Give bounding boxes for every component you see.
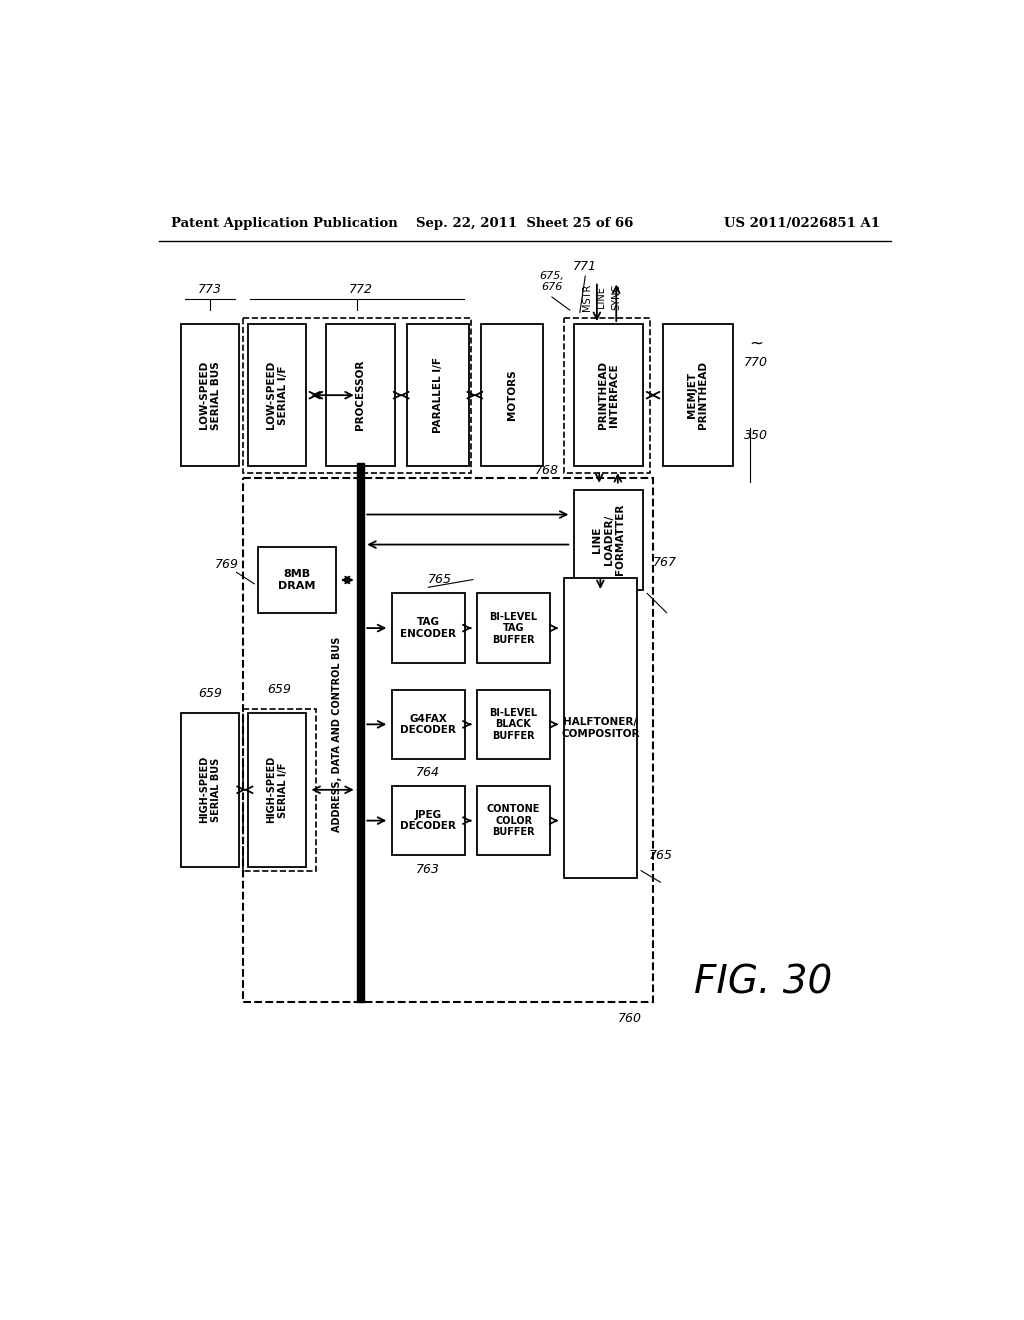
Text: MSTR: MSTR	[582, 284, 592, 310]
Text: LOW-SPEED
SERIAL BUS: LOW-SPEED SERIAL BUS	[199, 360, 220, 429]
Text: HIGH-SPEED
SERIAL I/F: HIGH-SPEED SERIAL I/F	[266, 756, 288, 824]
Bar	[243, 478, 653, 1002]
Bar	[563, 578, 637, 878]
Text: PROCESSOR: PROCESSOR	[355, 360, 366, 430]
Bar	[573, 323, 643, 466]
Text: ~: ~	[749, 334, 763, 352]
Text: FIG. 30: FIG. 30	[694, 964, 833, 1002]
Text: PARALLEL I/F: PARALLEL I/F	[433, 358, 443, 433]
Text: BI-LEVEL
BLACK
BUFFER: BI-LEVEL BLACK BUFFER	[489, 708, 538, 741]
Text: 760: 760	[618, 1012, 642, 1026]
Bar	[243, 709, 316, 871]
Text: 659: 659	[267, 684, 292, 696]
Bar	[326, 323, 395, 466]
Bar	[180, 713, 239, 867]
Text: LINE
LOADER/
FORMATTER: LINE LOADER/ FORMATTER	[592, 504, 625, 576]
Text: 770: 770	[743, 356, 768, 370]
Text: Sep. 22, 2011  Sheet 25 of 66: Sep. 22, 2011 Sheet 25 of 66	[416, 218, 634, 231]
Text: 765: 765	[428, 573, 452, 586]
Text: 767: 767	[653, 556, 677, 569]
Text: HIGH-SPEED
SERIAL BUS: HIGH-SPEED SERIAL BUS	[199, 756, 220, 824]
Text: 764: 764	[417, 767, 440, 779]
Bar	[243, 318, 471, 473]
Bar	[248, 323, 306, 466]
Text: 8MB
DRAM: 8MB DRAM	[279, 569, 315, 591]
Text: 763: 763	[417, 862, 440, 875]
Text: CONTONE
COLOR
BUFFER: CONTONE COLOR BUFFER	[486, 804, 541, 837]
Text: PRINTHEAD
INTERFACE: PRINTHEAD INTERFACE	[598, 362, 620, 429]
Text: Patent Application Publication: Patent Application Publication	[171, 218, 397, 231]
Text: G4FAX
DECODER: G4FAX DECODER	[400, 714, 457, 735]
Text: ADDRESS, DATA AND CONTROL BUS: ADDRESS, DATA AND CONTROL BUS	[332, 636, 342, 832]
Text: JPEG
DECODER: JPEG DECODER	[400, 809, 457, 832]
Bar	[407, 323, 469, 466]
Text: SYNC: SYNC	[611, 284, 622, 310]
Bar	[480, 323, 543, 466]
Text: 768: 768	[535, 463, 558, 477]
Text: MOTORS: MOTORS	[507, 370, 517, 421]
Bar	[180, 323, 239, 466]
Text: 769: 769	[215, 558, 240, 572]
Bar	[258, 548, 336, 612]
Text: LINE: LINE	[596, 286, 606, 308]
Text: 675,
676: 675, 676	[540, 271, 564, 293]
Text: TAG
ENCODER: TAG ENCODER	[400, 618, 457, 639]
Text: LOW-SPEED
SERIAL I/F: LOW-SPEED SERIAL I/F	[266, 362, 288, 429]
Text: US 2011/0226851 A1: US 2011/0226851 A1	[724, 218, 880, 231]
Bar	[563, 318, 650, 473]
Text: 771: 771	[573, 260, 597, 273]
Text: 350: 350	[743, 429, 768, 442]
Text: HALFTONER/
COMPOSITOR: HALFTONER/ COMPOSITOR	[561, 717, 640, 739]
Text: MEMJET
PRINTHEAD: MEMJET PRINTHEAD	[687, 362, 709, 429]
Text: 765: 765	[648, 849, 673, 862]
Bar	[573, 490, 643, 590]
Bar	[391, 785, 465, 855]
Text: BI-LEVEL
TAG
BUFFER: BI-LEVEL TAG BUFFER	[489, 611, 538, 644]
Bar	[477, 785, 550, 855]
Bar	[391, 594, 465, 663]
Bar	[477, 689, 550, 759]
Text: 773: 773	[198, 282, 222, 296]
Text: 772: 772	[348, 282, 373, 296]
Bar	[477, 594, 550, 663]
Bar	[663, 323, 732, 466]
Text: 659: 659	[198, 686, 222, 700]
Bar	[248, 713, 306, 867]
Bar	[391, 689, 465, 759]
